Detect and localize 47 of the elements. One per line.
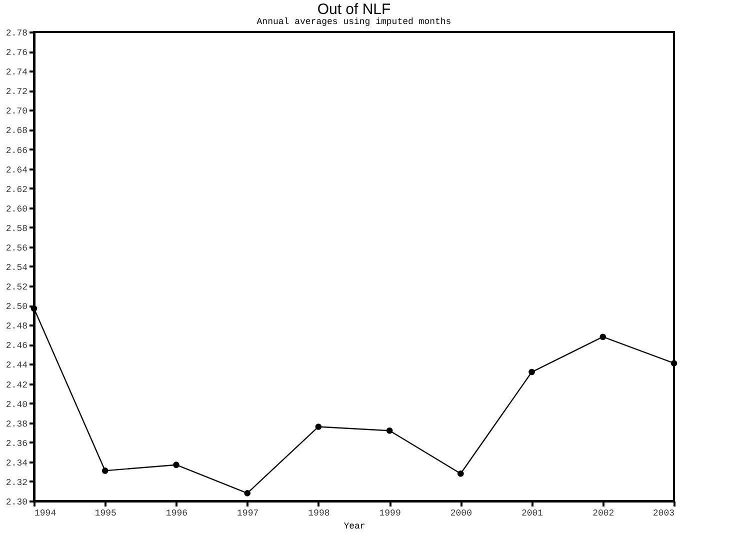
y-tick-label: 2.54 (6, 263, 28, 273)
point (173, 462, 180, 468)
x-tick-label: 1994 (34, 508, 56, 518)
y-tick-label: 2.56 (6, 243, 28, 254)
x-tick-label: 2002 (592, 508, 614, 518)
x-tick-label: 2003 (652, 508, 674, 518)
y-tick-label: 2.42 (6, 380, 28, 390)
y-tick-label: 2.68 (6, 126, 28, 136)
y-tick-label: 2.46 (6, 341, 28, 352)
y-tick-label: 2.72 (6, 87, 28, 98)
point (670, 360, 678, 366)
y-tick-label: 2.70 (6, 106, 28, 117)
y-tick-label: 2.52 (6, 282, 28, 293)
point (528, 368, 535, 376)
x-tick-label: 2001 (521, 508, 544, 518)
x-axis-title: Year (344, 522, 366, 532)
y-tick-label: 2.32 (6, 478, 28, 488)
y-tick-label: 2.38 (6, 419, 28, 430)
point (386, 427, 393, 434)
point (102, 468, 108, 474)
point (458, 470, 464, 477)
y-tick-label: 2.66 (6, 146, 28, 156)
y-tick-label: 2.74 (6, 68, 28, 78)
point (244, 490, 250, 496)
y-tick-label: 2.36 (6, 438, 28, 449)
x-tick-label: 2000 (450, 508, 472, 518)
y-tick-label: 2.40 (6, 400, 28, 410)
point (600, 334, 606, 340)
x-tick-label: 1999 (379, 508, 401, 518)
y-tick-label: 2.60 (6, 204, 28, 214)
y-tick-label: 2.30 (6, 498, 28, 508)
x-tick-label: 1995 (94, 508, 116, 518)
y-tick-label: 2.64 (6, 165, 28, 176)
y-tick-label: 2.44 (6, 360, 28, 371)
point (315, 424, 322, 430)
chart-subtitle: Annual averages using imputed months (256, 17, 452, 27)
y-tick-label: 2.48 (6, 322, 28, 332)
x-tick-label: 1997 (237, 508, 259, 518)
y-tick-label: 2.50 (6, 302, 28, 312)
x-tick-label: 1996 (166, 508, 188, 518)
y-tick-label: 2.78 (6, 28, 28, 38)
y-tick-label: 2.58 (6, 224, 28, 234)
x-tick-label: 1998 (308, 508, 330, 518)
y-tick-label: 2.76 (6, 48, 28, 58)
y-tick-label: 2.34 (6, 458, 28, 468)
y-tick-label: 2.62 (6, 184, 28, 195)
chart-title: Out of NLF (317, 1, 391, 18)
